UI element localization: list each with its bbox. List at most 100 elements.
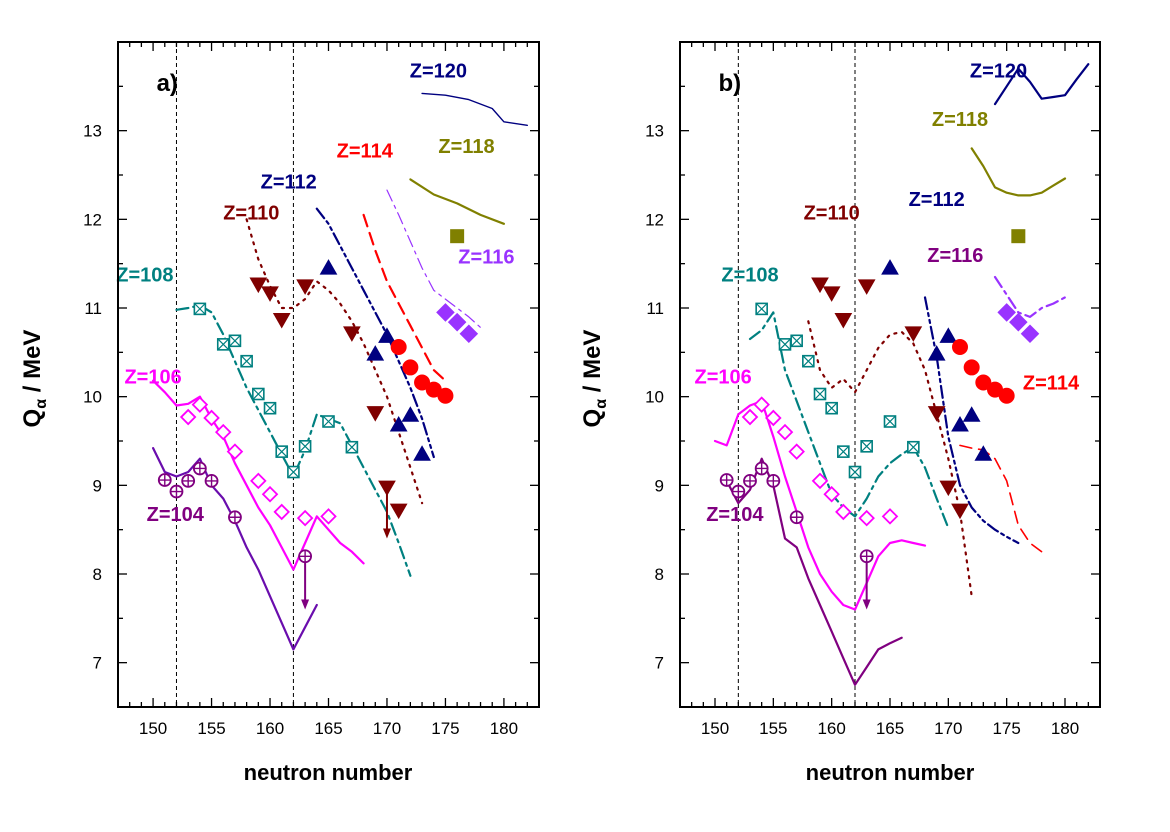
y-tick-label: 12	[645, 210, 664, 229]
y-axis-label-unit: / MeV	[19, 330, 46, 399]
x-tick-label: 180	[1051, 719, 1079, 738]
y-axis-label: Qα / MeV	[579, 330, 610, 428]
data-point-z108-cross	[299, 440, 312, 453]
data-point-z106	[203, 409, 220, 427]
data-point-z114	[975, 374, 992, 391]
series-label-z106: Z=106	[124, 366, 181, 388]
x-tick-label: 165	[314, 719, 342, 738]
data-point-z104-cross	[205, 474, 218, 487]
series-label-z116: Z=116	[927, 245, 983, 267]
x-tick-label: 160	[817, 719, 845, 738]
theory-curve-z110	[245, 218, 424, 505]
data-point-z116	[436, 303, 455, 322]
data-point-z110	[811, 277, 829, 294]
data-point-z108-cross	[860, 440, 873, 453]
data-point-z112	[927, 345, 946, 361]
theory-curve-z120	[421, 92, 528, 126]
data-point-z104-cross	[744, 474, 756, 487]
data-point-z104-cross	[790, 511, 803, 524]
data-point-z110	[272, 313, 291, 329]
data-point-z118	[450, 229, 465, 244]
data-point-z108-cross	[229, 334, 241, 347]
y-tick-label: 13	[645, 122, 664, 141]
x-tick-label: 175	[992, 719, 1020, 738]
x-tick-label: 170	[934, 719, 962, 738]
data-point-z104-cross	[720, 474, 733, 487]
data-point-z108-cross	[193, 302, 206, 315]
x-axis-label: neutron number	[806, 760, 975, 785]
data-point-z108-cross	[779, 338, 791, 351]
data-point-z106	[765, 409, 782, 427]
data-point-z108-cross	[240, 355, 253, 368]
theory-curve-z114	[362, 213, 447, 382]
data-point-z114	[437, 387, 454, 404]
x-tick-label: 160	[256, 719, 284, 738]
data-point-z108-cross	[849, 466, 861, 478]
series-label-z110: Z=110	[223, 202, 279, 224]
y-tick-label: 12	[83, 210, 102, 229]
theory-curve-z118	[970, 147, 1067, 197]
y-tick-label: 10	[645, 388, 664, 407]
theory-curve-z112	[923, 296, 1020, 545]
y-tick-label: 11	[84, 299, 102, 318]
data-point-z106	[835, 503, 852, 521]
data-point-z110	[927, 406, 946, 422]
x-tick-label: 165	[876, 719, 904, 738]
x-tick-label: 150	[139, 719, 167, 738]
data-point-z106	[811, 472, 829, 490]
panel-b: 150 155 160 165 170 175 180 7 8 9 10 11 12 13 neutron …	[579, 41, 1101, 785]
data-point-z104-cross	[860, 550, 873, 563]
series-label-z118: Z=118	[438, 136, 494, 158]
data-point-z106	[250, 472, 267, 490]
data-point-z106	[858, 509, 875, 527]
data-point-z108-cross	[252, 388, 265, 400]
y-tick-label: 7	[93, 654, 102, 673]
data-point-z108-cross	[884, 415, 896, 428]
data-point-z106	[741, 408, 759, 426]
theory-curve-z118	[409, 178, 505, 225]
data-point-z106	[273, 503, 290, 521]
data-point-z108-cross	[802, 355, 815, 368]
series-label-z104: Z=104	[147, 504, 205, 526]
upper-limit-arrowhead	[862, 599, 871, 610]
data-point-z114	[952, 339, 968, 356]
data-point-z110	[822, 286, 841, 302]
plot-frame	[117, 41, 540, 708]
data-point-z106	[179, 408, 197, 426]
y-axis-label: Qα / MeV	[19, 330, 50, 428]
data-point-z104-cross	[228, 511, 241, 524]
data-point-z114	[963, 359, 980, 376]
series-label-z114: Z=114	[1023, 373, 1080, 395]
theory-curve-z116	[993, 275, 1067, 318]
data-point-z112	[881, 259, 899, 275]
series-label-z112: Z=112	[261, 171, 317, 193]
y-tick-label: 13	[83, 122, 102, 141]
series-label-z120: Z=120	[970, 60, 1027, 82]
data-point-z106	[226, 443, 244, 460]
data-point-z106	[191, 396, 209, 413]
data-point-z108-cross	[837, 445, 850, 458]
series-label-z114: Z=114	[337, 140, 394, 162]
data-point-z112	[389, 416, 408, 432]
x-tick-label: 180	[490, 719, 518, 738]
data-point-z108-cross	[322, 415, 335, 428]
data-point-z110	[261, 286, 279, 302]
series-label-z108: Z=108	[721, 264, 778, 286]
theory-curve-z106	[152, 379, 365, 571]
upper-limit-arrowhead	[382, 528, 391, 539]
y-tick-label: 8	[93, 565, 102, 584]
data-point-z106	[261, 485, 279, 503]
y-axis-label-subscript: α	[33, 399, 50, 409]
panel-label: b)	[719, 70, 742, 97]
data-point-z106	[296, 509, 314, 527]
x-tick-label: 170	[373, 719, 401, 738]
data-point-z114	[402, 359, 419, 376]
data-point-z110	[834, 313, 853, 329]
y-axis-label-unit: / MeV	[579, 330, 606, 399]
data-point-z106	[823, 485, 840, 503]
y-tick-label: 9	[655, 476, 664, 495]
data-point-z104-cross	[193, 462, 206, 475]
data-point-z110	[939, 480, 958, 497]
data-point-z108-cross	[825, 402, 838, 415]
x-tick-label: 175	[431, 719, 459, 738]
